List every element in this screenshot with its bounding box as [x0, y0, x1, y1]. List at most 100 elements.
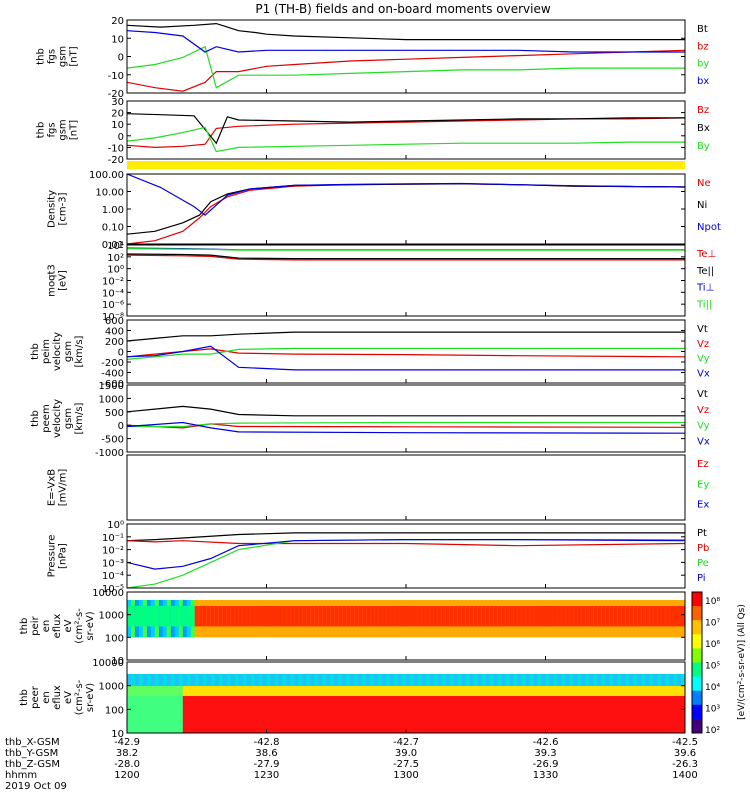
spectrogram-cell — [306, 674, 311, 686]
spectrogram-cell — [473, 696, 479, 733]
colorbar-tick-label: 10⁵ — [705, 662, 720, 672]
spectrogram-cell — [661, 686, 666, 696]
spectrogram-cell — [597, 606, 602, 627]
spectrogram-cell — [529, 606, 535, 627]
spectrogram-cell — [669, 606, 674, 627]
spectrogram-cell — [134, 674, 140, 686]
y-tick-label: 1.00 — [102, 205, 124, 216]
spectrogram-cell — [573, 696, 578, 733]
x-axis-value: -28.0 — [114, 759, 140, 770]
spectrogram-cell — [258, 674, 264, 686]
spectrogram-cell — [505, 696, 511, 733]
series-line-bz — [126, 49, 686, 92]
colorbar-segment — [692, 662, 702, 678]
spectrogram-cell — [613, 606, 618, 627]
spectrogram-cell — [282, 696, 287, 733]
legend-Bz: Bz — [697, 105, 709, 116]
spectrogram-cell — [549, 606, 554, 627]
series-line-Vt — [126, 405, 685, 417]
x-axis-row-label: thb_Z-GSM — [5, 759, 60, 770]
panel-9: 10000 1000 100 10 thbpeirenefluxeV(cm²-s-sr-… — [19, 588, 686, 667]
spectrogram-cell — [390, 674, 395, 686]
x-axis-value: -27.5 — [393, 759, 419, 770]
spectrogram-cell — [617, 686, 622, 696]
spectrogram-cell — [673, 686, 678, 696]
panel-10: 10000 1000 100 10 thbpeerenefluxeV(cm²-s-sr-… — [19, 658, 686, 740]
spectrogram-cell — [274, 686, 279, 696]
spectrogram-cell — [597, 696, 602, 733]
spectrogram-cell — [481, 696, 487, 733]
spectrogram-cell — [537, 686, 543, 696]
spectrogram-cell — [521, 686, 527, 696]
spectrogram-cell — [413, 674, 419, 686]
spectrogram-cell — [250, 686, 256, 696]
spectrogram-cell — [254, 696, 260, 733]
spectrogram-cell — [334, 696, 339, 733]
spectrogram-cell — [198, 686, 204, 696]
spectrogram-cell — [517, 686, 523, 696]
y-tick-label: 10⁻⁵ — [102, 584, 124, 595]
spectrogram-cell — [190, 674, 196, 686]
spectrogram-cell — [146, 674, 152, 686]
x-axis-value: 1200 — [114, 770, 139, 781]
spectrogram-cell — [429, 696, 435, 733]
spectrogram-cell — [581, 674, 586, 686]
spectrogram-cell — [553, 674, 558, 686]
spectrogram-cell — [477, 696, 483, 733]
date-label: 2019 Oct 09 — [5, 781, 67, 792]
spectrogram-cell — [386, 674, 391, 686]
spectrogram-cell — [485, 606, 491, 627]
spectrogram-cell — [234, 686, 240, 696]
spectrogram-cell — [665, 674, 670, 686]
spectrogram-cell — [274, 696, 279, 733]
spectrogram-cell — [286, 674, 291, 686]
spectrogram-cell — [358, 686, 363, 696]
spectrogram-cell — [186, 674, 192, 686]
spectrogram-cell — [278, 606, 283, 627]
y-tick-label: -10 — [108, 71, 124, 82]
y-tick-label: 100.00 — [89, 170, 124, 181]
spectrogram-cell — [593, 696, 598, 733]
spectrogram-cell — [210, 606, 216, 627]
spectrogram-cell — [202, 606, 208, 627]
spectrogram-cell — [605, 606, 610, 627]
spectrogram-cell — [214, 686, 220, 696]
series-line-Vt — [126, 331, 685, 342]
legend-bz: bz — [697, 41, 709, 52]
spectrogram-cell — [449, 696, 455, 733]
spectrogram-cell — [529, 674, 535, 686]
panel-1: 20 10 0 -10 -20 thbfgsgsm[nT] Bt bz by bx — [36, 16, 710, 100]
spectrogram-cell — [665, 696, 670, 733]
spectrogram-cell — [358, 696, 363, 733]
spectrogram-cell — [625, 696, 630, 733]
spectrogram-cell — [354, 686, 359, 696]
spectrogram-cell — [605, 674, 610, 686]
spectrogram-cell — [254, 674, 260, 686]
spectrogram-cell — [593, 674, 598, 686]
colorbar-segment — [692, 690, 702, 706]
spectrogram-cell — [127, 686, 132, 696]
spectrogram-cell — [425, 686, 431, 696]
x-axis-value: -42.5 — [672, 737, 698, 748]
spectrogram-cell — [481, 674, 487, 686]
spectrogram-cell — [182, 686, 188, 696]
spectrogram-cell — [166, 606, 172, 627]
spectrogram-cell — [445, 606, 451, 627]
spectrogram-cell — [262, 696, 267, 733]
spectrogram-cell — [246, 606, 252, 627]
spectrogram-cell — [206, 686, 212, 696]
spectrogram-cell — [649, 674, 654, 686]
spectrogram-cell — [465, 686, 471, 696]
spectrogram-cell — [306, 686, 311, 696]
spectrogram-cell — [541, 674, 546, 686]
spectrogram-cell — [493, 674, 499, 686]
spectrogram-cell — [146, 606, 152, 627]
spectrogram-cell — [657, 606, 662, 627]
spectrogram-cell — [573, 674, 578, 686]
spectrogram-cell — [601, 696, 606, 733]
spectrogram-cell — [290, 686, 295, 696]
spectrogram-cell — [314, 674, 319, 686]
legend-Vy: Vy — [697, 421, 710, 432]
spectrogram-cell — [629, 686, 634, 696]
spectrogram-cell — [270, 696, 275, 733]
